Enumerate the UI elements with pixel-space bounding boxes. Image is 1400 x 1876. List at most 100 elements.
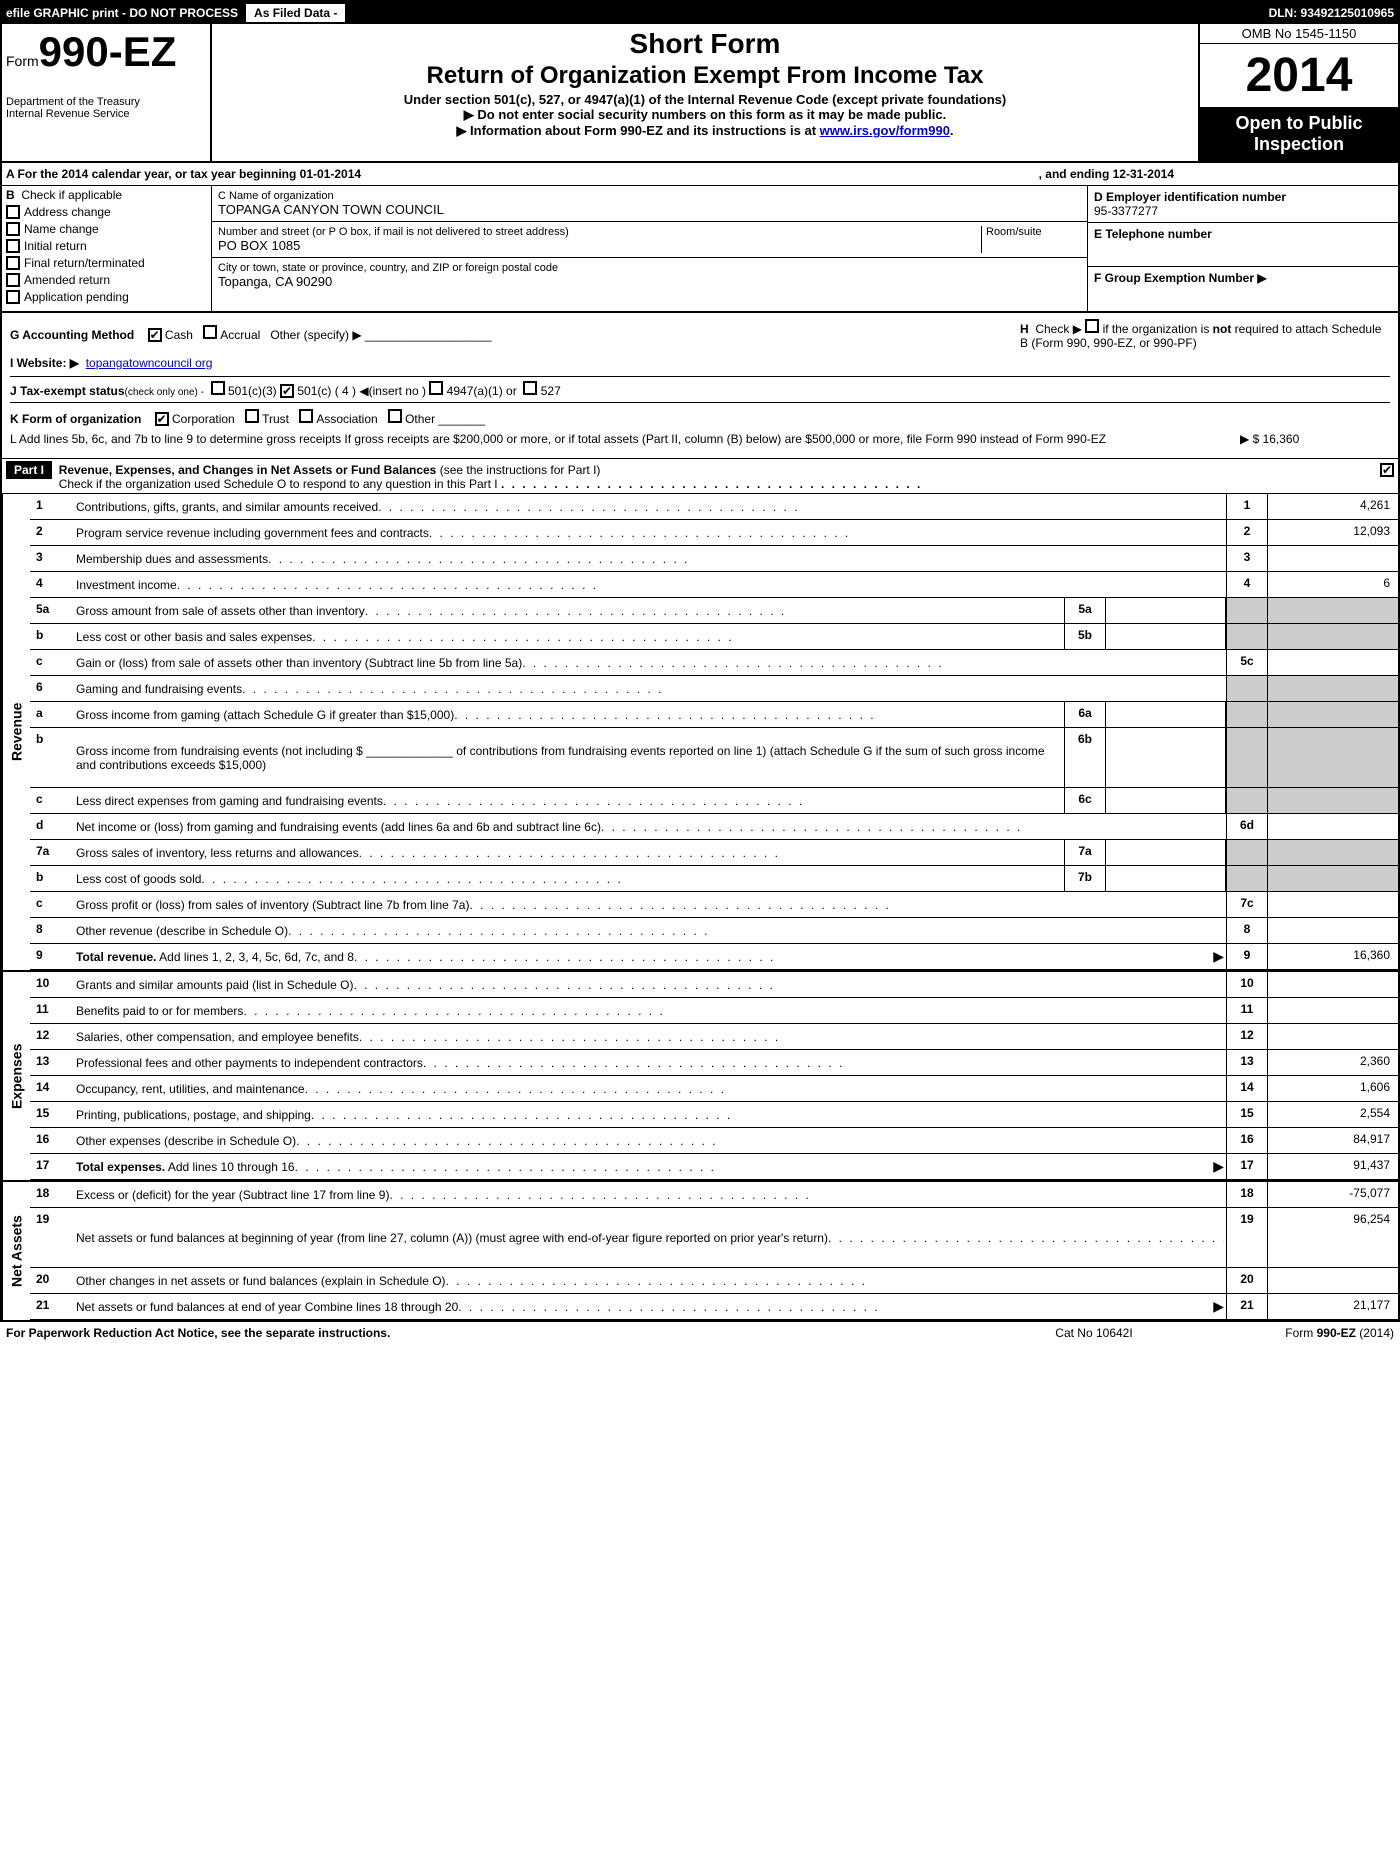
line-end-value: 91,437 (1268, 1154, 1398, 1179)
line-end-number (1226, 788, 1268, 813)
website-link[interactable]: topangatowncouncil org (86, 356, 213, 370)
j-4947: 4947(a)(1) or (447, 384, 517, 398)
line-number: 15 (30, 1102, 74, 1127)
c-room-label: Room/suite (986, 226, 1081, 238)
line-end-number: 15 (1226, 1102, 1268, 1127)
g-label: G Accounting Method (10, 328, 134, 342)
cb-name-label: Name change (24, 222, 99, 236)
checkbox-501c3[interactable] (211, 381, 225, 395)
line-text: Membership dues and assessments (74, 546, 1226, 571)
col-d: D Employer identification number 95-3377… (1088, 186, 1398, 311)
line-sub-number: 6c (1064, 788, 1106, 813)
netassets-label: Net Assets (2, 1182, 30, 1320)
tax-year: 2014 (1200, 44, 1398, 107)
line-sub-number: 6b (1064, 728, 1106, 787)
line-text: Gross income from fundraising events (no… (74, 728, 1064, 787)
line-sub-value (1106, 624, 1226, 649)
line-row: 15Printing, publications, postage, and s… (30, 1102, 1398, 1128)
line-end-number: 1 (1226, 494, 1268, 519)
line-end-value (1268, 676, 1398, 701)
line-end-value (1268, 598, 1398, 623)
arrow-icon: ▶ (1213, 948, 1224, 965)
part1-check: Check if the organization used Schedule … (59, 477, 498, 491)
line-end-value (1268, 702, 1398, 727)
line-text: Net income or (loss) from gaming and fun… (74, 814, 1226, 839)
footer-right: Form 990-EZ (2014) (1194, 1326, 1394, 1340)
line-end-value (1268, 624, 1398, 649)
checkbox-4947[interactable] (429, 381, 443, 395)
line-sub-value (1106, 840, 1226, 865)
j-label: J Tax-exempt status (10, 384, 125, 398)
efile-text: efile GRAPHIC print - DO NOT PROCESS (6, 6, 238, 20)
checkbox-final[interactable] (6, 256, 20, 270)
d-ein-value: 95-3377277 (1094, 204, 1392, 218)
line-row: bLess cost of goods sold7b (30, 866, 1398, 892)
as-filed-box: As Filed Data - (246, 4, 345, 22)
l-amount: ▶ $ 16,360 (1240, 432, 1390, 446)
checkbox-name[interactable] (6, 222, 20, 236)
line-number: 19 (30, 1208, 74, 1267)
line-end-value: 96,254 (1268, 1208, 1398, 1267)
arrow-icon: ▶ (1213, 1298, 1224, 1315)
line-number: c (30, 788, 74, 813)
dln: DLN: 93492125010965 (1269, 6, 1394, 20)
line-number: a (30, 702, 74, 727)
j-501c3: 501(c)(3) (228, 384, 277, 398)
line-number: 14 (30, 1076, 74, 1101)
checkbox-address[interactable] (6, 205, 20, 219)
checkbox-pending[interactable] (6, 290, 20, 304)
line-row: 12Salaries, other compensation, and empl… (30, 1024, 1398, 1050)
line-text: Less cost of goods sold (74, 866, 1064, 891)
b-label: B (6, 188, 15, 202)
checkbox-501c[interactable] (280, 384, 294, 398)
c-name-label: C Name of organization (218, 190, 1081, 202)
line-number: b (30, 866, 74, 891)
line-end-number: 9 (1226, 944, 1268, 969)
checkbox-amended[interactable] (6, 273, 20, 287)
line-sub-number: 5a (1064, 598, 1106, 623)
j-sub: (check only one) - (125, 387, 204, 398)
line-row: 11Benefits paid to or for members11 (30, 998, 1398, 1024)
checkbox-other[interactable] (388, 409, 402, 423)
checkbox-527[interactable] (523, 381, 537, 395)
line-end-number: 20 (1226, 1268, 1268, 1293)
line-text: Total revenue. Add lines 1, 2, 3, 4, 5c,… (74, 944, 1226, 969)
checkbox-part1-scho[interactable] (1380, 463, 1394, 477)
c-city-value: Topanga, CA 90290 (218, 274, 1081, 289)
line-end-value: 12,093 (1268, 520, 1398, 545)
checkbox-cash[interactable] (148, 328, 162, 342)
c-street-value: PO BOX 1085 (218, 238, 981, 253)
line-row: bGross income from fundraising events (n… (30, 728, 1398, 788)
g-other: Other (specify) ▶ (270, 328, 361, 342)
checkbox-accrual[interactable] (203, 325, 217, 339)
line-number: 1 (30, 494, 74, 519)
header-center: Short Form Return of Organization Exempt… (212, 24, 1198, 161)
checkbox-assoc[interactable] (299, 409, 313, 423)
line-text: Net assets or fund balances at beginning… (74, 1208, 1226, 1267)
k-label: K Form of organization (10, 412, 141, 426)
line-end-value (1268, 788, 1398, 813)
top-bar: efile GRAPHIC print - DO NOT PROCESS As … (2, 2, 1398, 24)
line-text: Contributions, gifts, grants, and simila… (74, 494, 1226, 519)
checkbox-initial[interactable] (6, 239, 20, 253)
line-row: 9Total revenue. Add lines 1, 2, 3, 4, 5c… (30, 944, 1398, 970)
dept-irs: Internal Revenue Service (6, 108, 206, 120)
part1-header-row: Part I Revenue, Expenses, and Changes in… (2, 459, 1398, 494)
line-end-number (1226, 598, 1268, 623)
d-ein-label: D Employer identification number (1094, 190, 1286, 204)
irs-link[interactable]: www.irs.gov/form990 (820, 123, 950, 138)
col-c: C Name of organization TOPANGA CANYON TO… (212, 186, 1088, 311)
line-row: 14Occupancy, rent, utilities, and mainte… (30, 1076, 1398, 1102)
header-row: Form990-EZ Department of the Treasury In… (2, 24, 1398, 163)
open-public-1: Open to Public (1202, 113, 1396, 134)
line-text: Gross amount from sale of assets other t… (74, 598, 1064, 623)
footer: For Paperwork Reduction Act Notice, see … (0, 1322, 1400, 1344)
checkbox-trust[interactable] (245, 409, 259, 423)
line-row: 7aGross sales of inventory, less returns… (30, 840, 1398, 866)
checkbox-corp[interactable] (155, 412, 169, 426)
checkbox-h[interactable] (1085, 319, 1099, 333)
line-end-number (1226, 624, 1268, 649)
c-city-label: City or town, state or province, country… (218, 262, 1081, 274)
line-row: bLess cost or other basis and sales expe… (30, 624, 1398, 650)
line-row: 8Other revenue (describe in Schedule O)8 (30, 918, 1398, 944)
